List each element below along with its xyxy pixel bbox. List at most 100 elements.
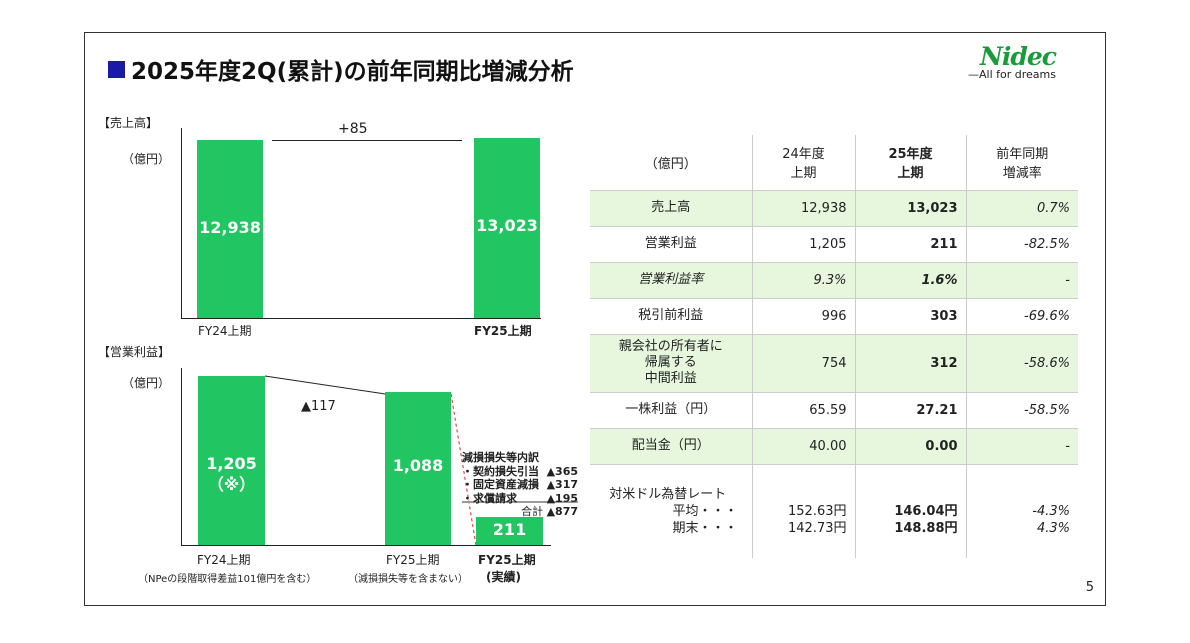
table-row: 配当金（円） 40.00 0.00- [590,428,1078,465]
sales-unit: （億円） [122,152,171,166]
fx-label: 対米ドル為替レート [609,486,727,502]
title-square-icon [108,60,125,78]
sales-section-label: 【売上高】 [98,116,159,130]
value-fy24: 1,205 [751,226,855,263]
value-fy24: 754 [751,334,855,393]
value-fy24: 9.3% [751,262,855,299]
bar-value: 12,938 [199,218,261,237]
logo-brand: Nidec [980,42,1057,71]
row-label: 税引前利益 [590,298,752,335]
bar-value: 1,088 [392,456,444,476]
page-title: 2025年度2Q(累計)の前年同期比増減分析 [108,52,574,86]
value-fy24: 65.59 [751,392,855,429]
bar-value-text: 1,205 [206,454,257,473]
op-xsub-fy24: （NPeの段階取得差益101億円を含む） [138,574,317,585]
breakdown-value: ▲365 [546,464,578,478]
op-xsub-fy25-actual: (実績) [486,570,521,584]
value-change: 0.7% [965,190,1078,227]
impairment-breakdown: 減損損失等内訳 ・契約損失引当 ▲365 ・固定資産減損 ▲317 ・求償請求 ▲19… [462,451,578,519]
table-row: 親会社の所有者に 帰属する 中間利益 754 312 -58.6% [590,334,1078,393]
table-row: 営業利益率 9.3% 1.6% - [590,262,1078,299]
row-label: 一株利益（円） [590,392,752,429]
sales-axis [181,128,182,318]
row-label: 売上高 [590,190,752,227]
table-row: 売上高 12,938 13,023 0.7% [590,190,1078,227]
bar-note: （※） [207,474,256,494]
sales-baseline [181,318,541,319]
table-row: 税引前利益 996 303 -69.6% [590,298,1078,335]
breakdown-value: ▲195 [546,491,578,505]
bar-value: 211 [492,520,527,539]
fx-avg-fy25: 146.04円 [894,503,958,519]
breakdown-title: 減損損失等内訳 [462,451,539,464]
fx-end-label: 期末・・・ [672,520,738,536]
page-number: 5 [1085,580,1094,595]
op-axis [181,368,182,545]
op-baseline [181,545,551,546]
breakdown-total: ▲877 [546,505,578,518]
nidec-logo: Nidec —All for dreams [968,42,1057,81]
sales-bar-fy25: 13,023 [474,138,540,318]
header-fy24: 24年度 上期 [751,135,855,191]
fx-end-fy24: 142.73円 [788,520,847,536]
op-section-label: 【営業利益】 [98,345,171,359]
fx-row: 対米ドル為替レート 平均・・・ 期末・・・ 152.63円 142.73円 146.0… [590,464,1078,558]
value-fy25: 211 [854,226,966,263]
value-change: -69.6% [965,298,1078,335]
breakdown-item: ・求償請求 [462,491,517,505]
value-fy25: 27.21 [854,392,966,429]
slide-frame [84,32,1106,606]
value-fy24: 996 [751,298,855,335]
bar-value: 13,023 [476,216,538,235]
logo-tagline: —All for dreams [968,68,1056,81]
value-fy25: 303 [854,298,966,335]
value-change: -58.6% [965,334,1078,393]
value-change: -82.5% [965,226,1078,263]
header-change: 前年同期 増減率 [965,135,1078,191]
impairment-dashed-line [450,393,477,546]
header-unit: （億円） [590,135,752,191]
results-table: （億円） 24年度 上期 25年度 上期 前年同期 増減率 売上高 12,938 1… [590,135,1078,558]
breakdown-item: ・契約損失引当 [462,464,539,478]
value-fy25: 1.6% [854,262,966,299]
row-label: 親会社の所有者に 帰属する 中間利益 [590,334,752,393]
bar-value: 1,205 （※） [198,454,265,496]
value-change: -58.5% [965,392,1078,429]
table-header: （億円） 24年度 上期 25年度 上期 前年同期 増減率 [590,135,1078,191]
op-bar-fy25-excl: 1,088 [385,392,451,545]
op-connector [264,375,386,395]
fx-avg-label: 平均・・・ [672,503,738,519]
fx-avg-fy24: 152.63円 [788,503,847,519]
sales-connector [272,140,462,141]
header-fy25: 25年度 上期 [854,135,966,191]
row-label: 配当金（円） [590,428,752,465]
sales-diff-label: +85 [338,121,368,137]
sales-xlabel-fy25: FY25上期 [474,324,532,338]
breakdown-total-label: 合計 [521,505,544,518]
value-fy25: 312 [854,334,966,393]
row-label: 営業利益率 [590,262,752,299]
op-xlabel-fy25-actual: FY25上期 [478,553,536,567]
op-unit: （億円） [122,376,171,390]
op-xsub-fy25: （減損損失等を含まない） [348,574,468,585]
value-fy24: 40.00 [751,428,855,465]
fx-end-change: 4.3% [1036,520,1070,536]
breakdown-item: ・固定資産減損 [462,478,539,491]
value-change: - [965,428,1078,465]
row-label: 営業利益 [590,226,752,263]
value-fy25: 0.00 [854,428,966,465]
op-xlabel-fy24: FY24上期 [197,553,251,567]
table-row: 一株利益（円） 65.59 27.21 -58.5% [590,392,1078,429]
sales-xlabel-fy24: FY24上期 [198,324,252,338]
breakdown-value: ▲317 [546,478,578,491]
fx-avg-change: -4.3% [1032,503,1070,519]
table-row: 営業利益 1,205 211 -82.5% [590,226,1078,263]
op-xlabel-fy25: FY25上期 [386,553,440,567]
op-diff-label: ▲117 [301,399,336,414]
title-text: 2025年度2Q(累計)の前年同期比増減分析 [131,59,574,85]
op-bar-fy25-actual: 211 [476,517,543,545]
value-fy25: 13,023 [854,190,966,227]
value-change: - [965,262,1078,299]
fx-end-fy25: 148.88円 [894,520,958,536]
